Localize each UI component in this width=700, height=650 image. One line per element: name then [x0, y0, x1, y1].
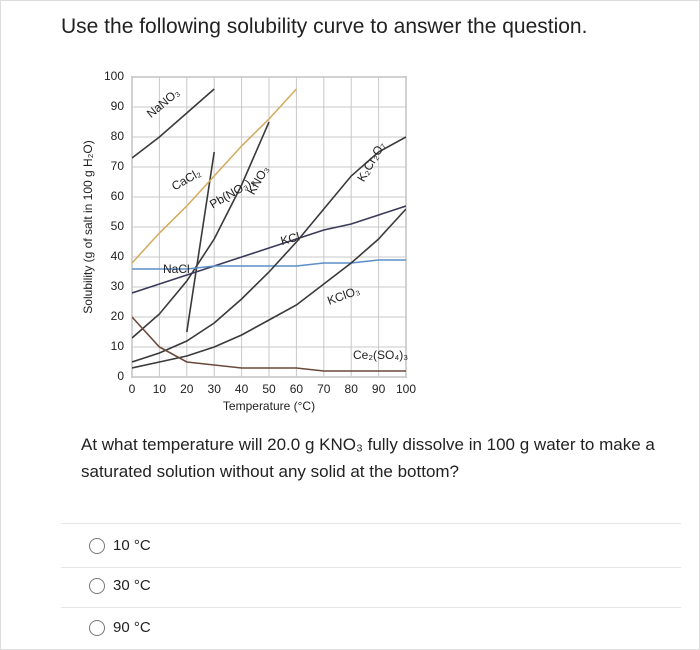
answer-option[interactable]: 30 °C — [89, 577, 151, 594]
solubility-curve — [132, 121, 270, 339]
x-tick-label: 40 — [235, 382, 249, 396]
solubility-curve — [132, 88, 297, 264]
radio-button[interactable] — [89, 577, 105, 594]
y-tick-label: 60 — [111, 189, 125, 203]
answer-option[interactable]: 10 °C — [89, 537, 151, 554]
y-tick-label: 100 — [104, 69, 124, 83]
x-tick-label: 80 — [345, 382, 359, 396]
option-text: 90 °C — [113, 619, 151, 636]
y-tick-label: 90 — [111, 99, 125, 113]
y-tick-label: 20 — [111, 309, 125, 323]
x-tick-label: 0 — [129, 382, 136, 396]
separator — [61, 567, 681, 568]
curve-label: Ce₂(SO₄)₃ — [353, 348, 408, 362]
x-tick-label: 10 — [153, 382, 167, 396]
y-axis-label: Solubility (g of salt in 100 g H₂O) — [81, 140, 95, 313]
x-tick-label: 60 — [290, 382, 304, 396]
separator — [61, 523, 681, 524]
x-tick-label: 90 — [372, 382, 386, 396]
solubility-curve — [132, 208, 406, 369]
y-tick-label: 70 — [111, 159, 125, 173]
x-tick-label: 50 — [262, 382, 276, 396]
y-tick-label: 50 — [111, 219, 125, 233]
option-text: 30 °C — [113, 577, 151, 594]
solubility-curve — [132, 316, 406, 372]
radio-button[interactable] — [89, 537, 105, 554]
solubility-chart: 0 10 20 30 40 50 60 70 80 90 100 0 10 20 30 40 50 60 70 80 9… — [81, 69, 416, 413]
y-tick-label: 30 — [111, 279, 125, 293]
separator — [61, 607, 681, 608]
option-text: 10 °C — [113, 537, 151, 554]
solubility-curve — [132, 205, 406, 294]
answer-option[interactable]: 90 °C — [89, 619, 151, 636]
x-tick-label: 100 — [396, 382, 416, 396]
solubility-curve — [132, 136, 406, 363]
solubility-curve — [132, 259, 406, 270]
question-prompt: At what temperature will 20.0 g KNO₃ ful… — [81, 435, 655, 481]
curve-label: KCl — [279, 229, 301, 248]
x-tick-label: 20 — [180, 382, 194, 396]
x-tick-label: 70 — [317, 382, 331, 396]
y-tick-label: 10 — [111, 339, 125, 353]
plot-lines — [132, 88, 406, 372]
radio-button[interactable] — [89, 619, 105, 636]
y-tick-label: 0 — [117, 369, 124, 383]
question-title: Use the following solubility curve to an… — [61, 15, 588, 38]
y-tick-label: 40 — [111, 249, 125, 263]
y-tick-label: 80 — [111, 129, 125, 143]
solubility-curve — [132, 88, 215, 159]
x-tick-label: 30 — [208, 382, 222, 396]
curve-label: NaCl — [163, 262, 190, 276]
x-axis-label: Temperature (°C) — [223, 399, 315, 413]
